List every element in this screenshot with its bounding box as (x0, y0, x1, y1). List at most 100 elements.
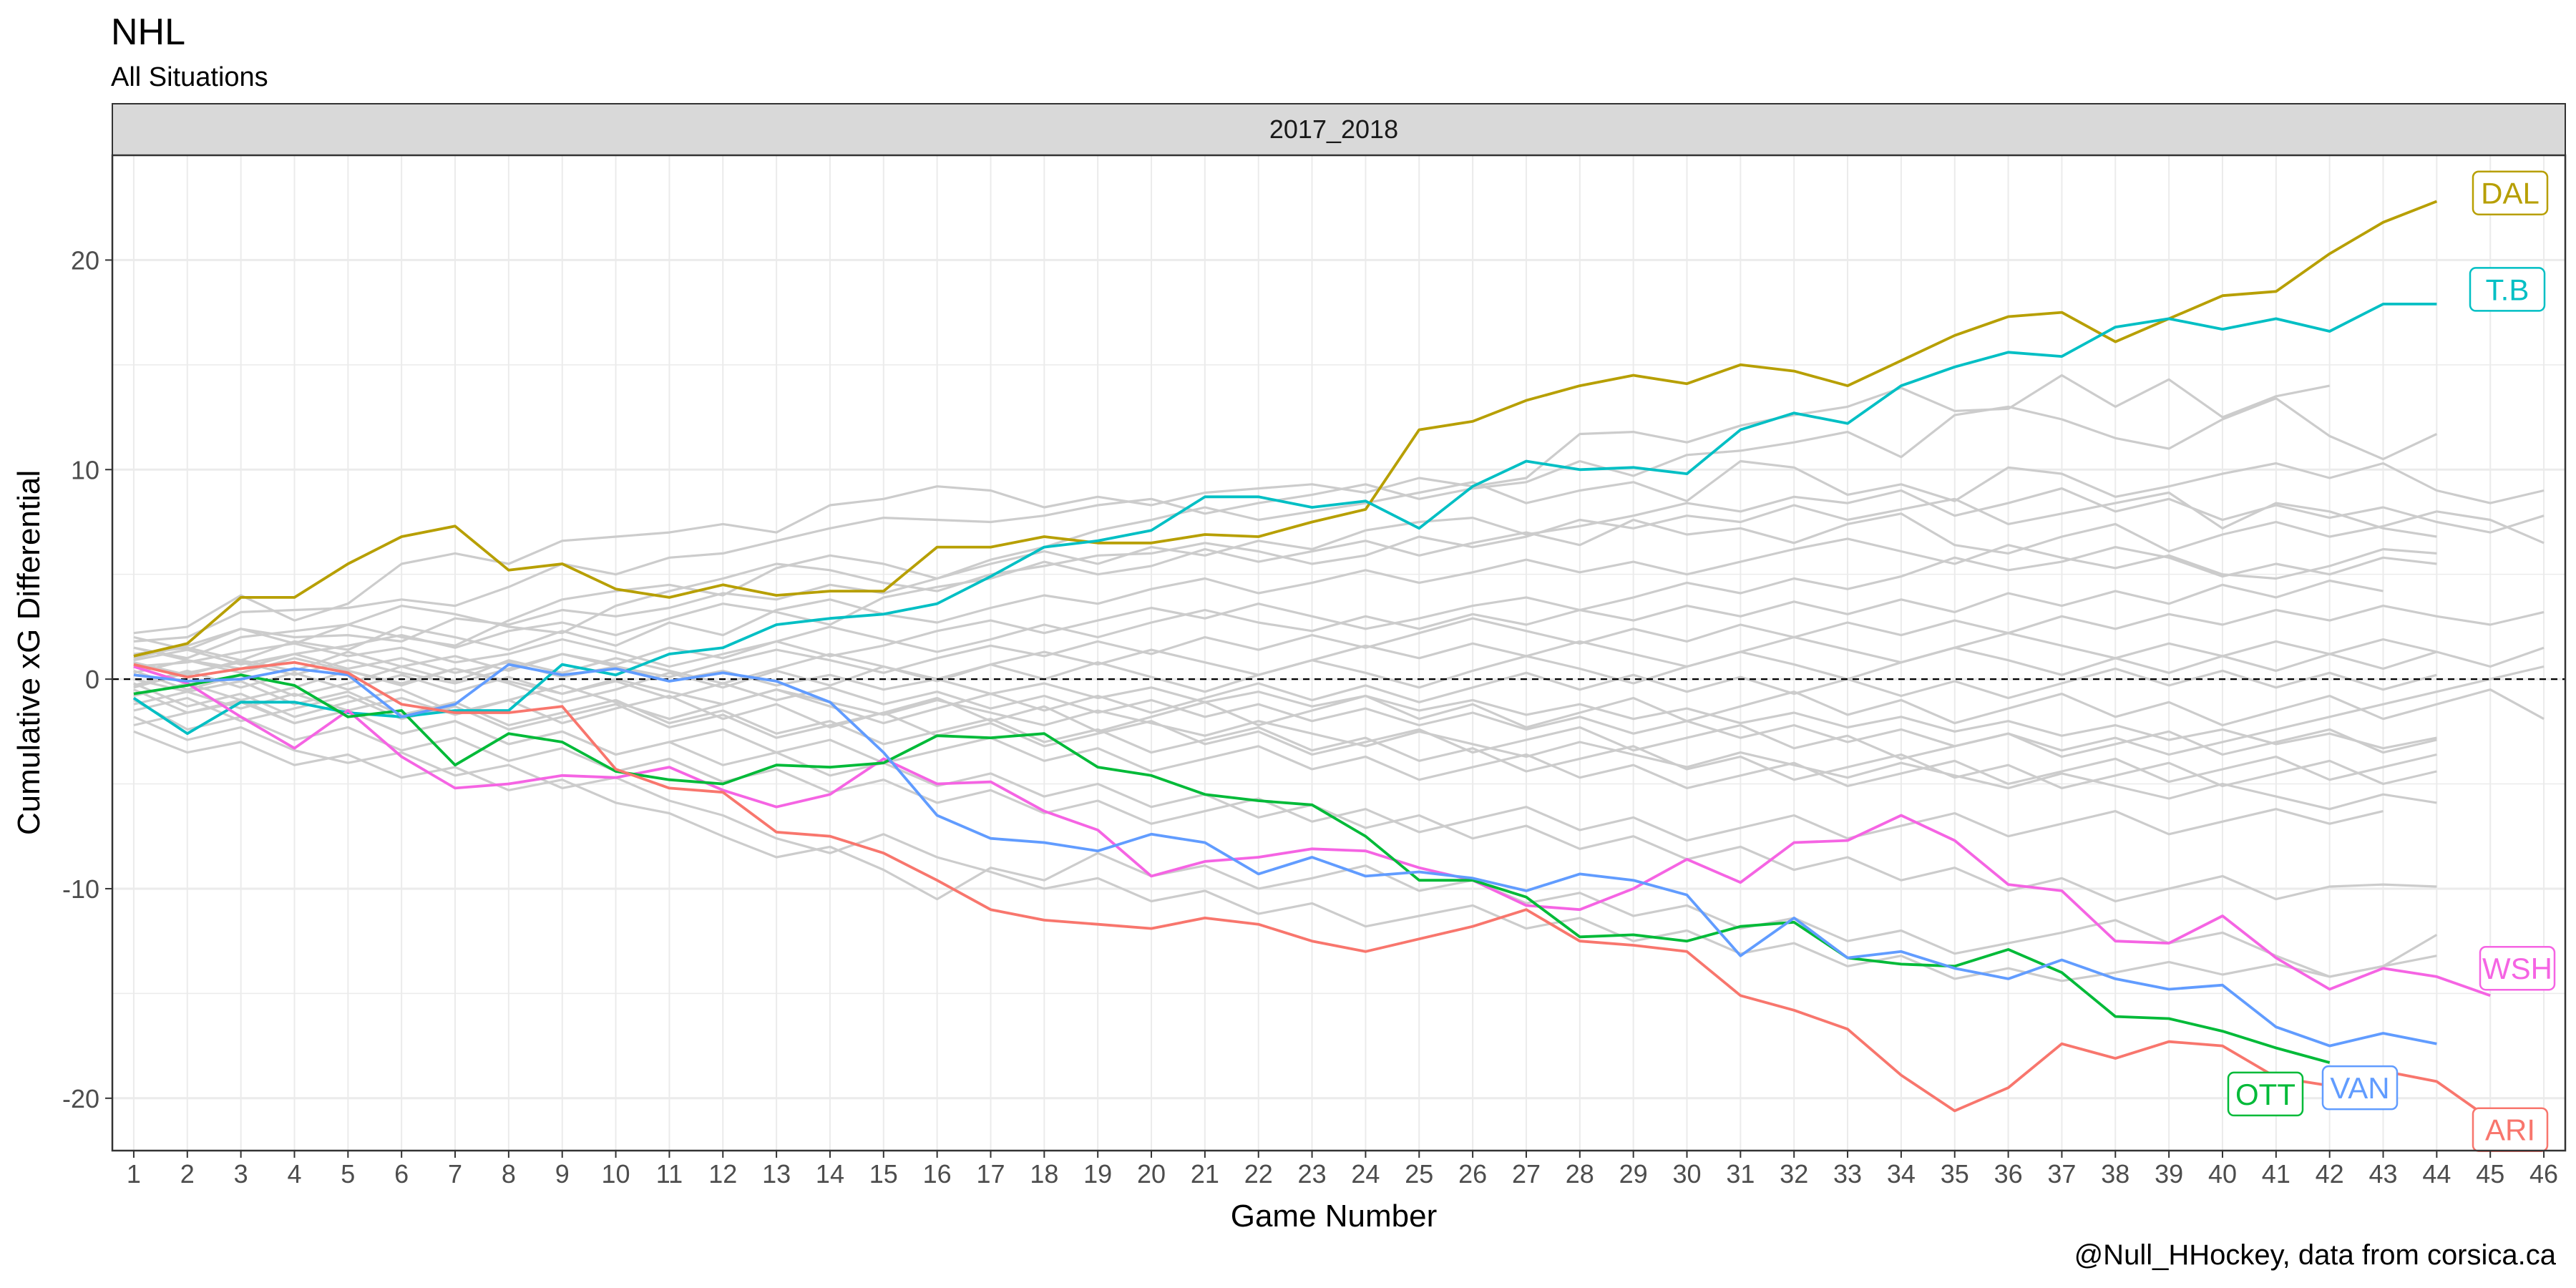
x-tick-label: 28 (1566, 1159, 1594, 1189)
x-tick-label: 25 (1405, 1159, 1433, 1189)
end-label-t-b: T.B (2486, 273, 2529, 306)
background-series-line (133, 537, 2437, 662)
x-tick-label: 29 (1619, 1159, 1648, 1189)
x-tick-label: 21 (1191, 1159, 1219, 1189)
y-tick-label: -20 (62, 1084, 99, 1113)
background-series-line (133, 688, 2437, 903)
x-tick-label: 42 (2316, 1159, 2344, 1189)
chart-title: NHL (111, 11, 185, 53)
x-tick-label: 16 (923, 1159, 952, 1189)
x-axis: 1 2 3 4 5 6 7 8 9 10 11 12 13 14 15 16 17 18 19 20 21 22 23 24 2… (127, 1151, 2558, 1189)
series-line-dal (133, 200, 2438, 658)
x-axis-title: Game Number (1231, 1199, 1438, 1234)
series-line-ott (133, 673, 2331, 1064)
background-series-line (133, 694, 2437, 761)
x-tick-label: 1 (127, 1159, 141, 1189)
x-tick-label: 22 (1244, 1159, 1273, 1189)
end-label-box-t-b (2469, 267, 2546, 312)
end-label-ari: ARI (2485, 1113, 2535, 1147)
x-tick-label: 19 (1083, 1159, 1112, 1189)
x-tick-label: 8 (502, 1159, 516, 1189)
chart-subtitle: All Situations (111, 62, 268, 92)
x-tick-label: 12 (708, 1159, 737, 1189)
background-series-line (133, 678, 2437, 790)
x-tick-label: 5 (341, 1159, 355, 1189)
facet-strip (112, 103, 2566, 156)
x-tick-label: 23 (1298, 1159, 1327, 1189)
x-tick-label: 33 (1833, 1159, 1862, 1189)
facet-strip-label: 2017_2018 (1269, 114, 1398, 144)
y-tick-label: -10 (62, 874, 99, 904)
x-tick-label: 20 (1137, 1159, 1166, 1189)
x-tick-label: 37 (2047, 1159, 2076, 1189)
series-line-t-b (132, 302, 2437, 736)
x-tick-label: 7 (448, 1159, 462, 1189)
x-tick-label: 34 (1887, 1159, 1916, 1189)
x-tick-label: 2 (180, 1159, 195, 1189)
y-tick-label: 10 (71, 455, 99, 484)
x-tick-label: 44 (2422, 1159, 2451, 1189)
plot-border (111, 154, 2567, 1152)
end-label-box-wsh (2479, 945, 2556, 991)
series-line-wsh (133, 665, 2491, 997)
x-tick-label: 26 (1458, 1159, 1487, 1189)
background-series-line (133, 646, 2437, 811)
y-tick-label: 0 (85, 665, 99, 694)
series-line-van (133, 663, 2437, 1048)
x-tick-label: 10 (602, 1159, 630, 1189)
x-tick-label: 24 (1351, 1159, 1380, 1189)
background-series-line (133, 487, 2545, 660)
background-series-line (133, 579, 2384, 676)
series-line-ari (133, 660, 2492, 1121)
end-label-dal: DAL (2481, 177, 2540, 210)
y-tick-label: 20 (71, 245, 99, 275)
background-series-line (133, 510, 2545, 674)
background-series-line (133, 459, 2545, 660)
x-tick-label: 32 (1780, 1159, 1808, 1189)
y-axis: -20 -10 0 10 20 (62, 245, 112, 1113)
x-tick-label: 27 (1512, 1159, 1541, 1189)
x-tick-label: 45 (2476, 1159, 2504, 1189)
x-tick-label: 15 (869, 1159, 898, 1189)
x-tick-label: 36 (1994, 1159, 2023, 1189)
x-tick-label: 30 (1672, 1159, 1701, 1189)
end-label-box-dal (2472, 170, 2549, 215)
highlight-series-layer (132, 200, 2492, 1121)
x-tick-label: 46 (2529, 1159, 2558, 1189)
x-tick-label: 11 (656, 1159, 683, 1189)
x-tick-label: 13 (762, 1159, 791, 1189)
x-tick-label: 43 (2368, 1159, 2397, 1189)
end-label-ott: OTT (2235, 1078, 2296, 1111)
background-series-line (133, 665, 2545, 756)
background-series-layer (133, 374, 2545, 982)
x-tick-label: 35 (1941, 1159, 1969, 1189)
end-label-box-ott (2227, 1071, 2304, 1117)
end-labels-layer: DAL T.B WSH VAN OTT ARI (2227, 170, 2556, 1152)
x-tick-label: 9 (555, 1159, 570, 1189)
background-series-line (133, 730, 2438, 978)
end-label-box-van (2321, 1065, 2399, 1111)
background-series-line (133, 698, 2384, 842)
x-tick-label: 31 (1726, 1159, 1755, 1189)
x-tick-label: 41 (2262, 1159, 2290, 1189)
x-tick-label: 4 (287, 1159, 301, 1189)
x-tick-label: 39 (2155, 1159, 2183, 1189)
y-axis-title: Cumulative xG Differential (11, 470, 47, 835)
x-tick-label: 14 (816, 1159, 844, 1189)
x-tick-label: 6 (394, 1159, 409, 1189)
end-label-wsh: WSH (2482, 952, 2552, 985)
x-tick-label: 18 (1030, 1159, 1058, 1189)
background-series-line (133, 667, 2437, 725)
chart-caption: @Null_HHockey, data from corsica.ca (2074, 1239, 2557, 1271)
x-tick-label: 3 (234, 1159, 248, 1189)
end-label-van: VAN (2330, 1071, 2389, 1105)
background-series-line (133, 397, 2438, 643)
x-tick-label: 38 (2101, 1159, 2129, 1189)
x-tick-label: 40 (2208, 1159, 2237, 1189)
background-series-line (133, 716, 2437, 982)
background-series-line (133, 604, 2545, 689)
x-tick-label: 17 (976, 1159, 1005, 1189)
background-series-line (133, 682, 2545, 733)
